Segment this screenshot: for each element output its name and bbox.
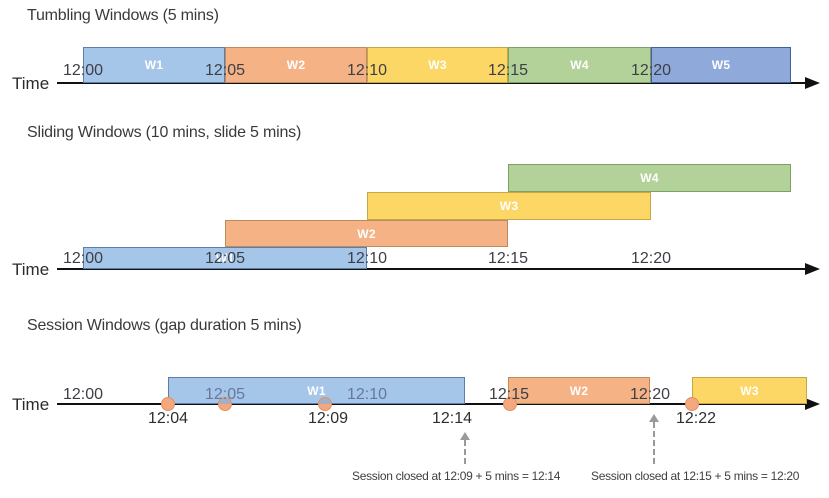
annotation-text: Session closed at 12:09 + 5 mins = 12:14 <box>352 469 561 483</box>
time-axis-label: Time <box>12 260 50 279</box>
window-label: W2 <box>286 58 306 72</box>
tick-label: 12:00 <box>62 250 104 267</box>
time-axis <box>57 82 807 84</box>
event-dot <box>218 397 232 411</box>
window-label: W3 <box>428 58 447 72</box>
arrowhead-up-icon <box>649 414 659 422</box>
window-label: W2 <box>357 226 376 241</box>
arrowhead-up-icon <box>460 432 470 440</box>
event-dot <box>318 397 332 411</box>
tick-label: 12:20 <box>630 62 672 79</box>
axis-arrowhead-icon <box>805 77 820 89</box>
tick-label: 12:05 <box>204 250 246 267</box>
tick-label: 12:15 <box>487 250 529 267</box>
time-axis-label: Time <box>12 395 50 414</box>
section-title-sliding: Sliding Windows (10 mins, slide 5 mins) <box>27 124 302 141</box>
tick-label: 12:20 <box>630 250 672 267</box>
tick-label: 12:15 <box>488 386 530 403</box>
event-dot <box>685 397 699 411</box>
tumbling-section: Tumbling Windows (5 mins) Time W1 W2 W3 … <box>0 0 829 115</box>
window-box-w4: W4 <box>508 164 791 192</box>
event-dot <box>503 397 517 411</box>
section-title-session: Session Windows (gap duration 5 mins) <box>27 317 302 334</box>
tick-label: 12:10 <box>346 62 388 79</box>
tick-label: 12:10 <box>346 250 388 267</box>
window-label: W5 <box>711 58 731 72</box>
event-dot <box>161 397 175 411</box>
window-label: W1 <box>307 383 326 398</box>
axis-arrowhead-icon <box>805 263 820 275</box>
annotation-text: Session closed at 12:15 + 5 mins = 12:20 <box>591 469 800 483</box>
tick-label: 12:05 <box>204 62 246 79</box>
window-label: W4 <box>640 171 659 185</box>
tick-label: 12:00 <box>62 386 104 403</box>
tick-label: 12:20 <box>629 386 671 403</box>
window-label: W1 <box>144 58 164 72</box>
window-box-w3: W3 <box>367 47 508 83</box>
sliding-section: Sliding Windows (10 mins, slide 5 mins) … <box>12 124 820 279</box>
dashed-line <box>464 440 466 464</box>
time-axis <box>57 268 807 270</box>
window-box-w1: W1 <box>83 247 367 269</box>
window-box-w4: W4 <box>508 47 651 83</box>
tick-label: 12:10 <box>346 386 388 403</box>
window-box-w2: W2 <box>508 377 650 404</box>
axis-arrowhead-icon <box>805 398 820 410</box>
window-box-w1: W1 <box>83 47 225 83</box>
window-label: W2 <box>569 383 589 398</box>
dashed-line <box>653 422 655 464</box>
dashed-arrow-icon <box>460 432 470 464</box>
event-time-label: 12:04 <box>147 410 189 427</box>
window-label: W4 <box>570 58 589 72</box>
event-time-label: 12:09 <box>307 410 349 427</box>
tick-label: 12:15 <box>487 62 529 79</box>
tick-label: 12:05 <box>204 386 246 403</box>
time-axis <box>57 403 807 405</box>
window-box-w2: W2 <box>225 47 367 83</box>
event-time-label: 12:14 <box>431 410 473 427</box>
window-box-w2: W2 <box>225 220 508 247</box>
window-box-w3: W3 <box>692 377 807 404</box>
window-box-w3: W3 <box>367 192 651 220</box>
event-time-label: 12:22 <box>675 410 717 427</box>
time-axis-label: Time <box>12 74 50 93</box>
window-box-w1: W1 <box>168 377 465 404</box>
window-label: W1 <box>215 251 235 265</box>
tick-label: 12:00 <box>62 62 104 79</box>
window-label: W3 <box>740 383 759 398</box>
section-title-tumbling: Tumbling Windows (5 mins) <box>27 7 219 24</box>
dashed-arrow-icon <box>649 414 659 464</box>
window-box-w5: W5 <box>651 47 791 83</box>
window-label: W3 <box>499 199 519 213</box>
